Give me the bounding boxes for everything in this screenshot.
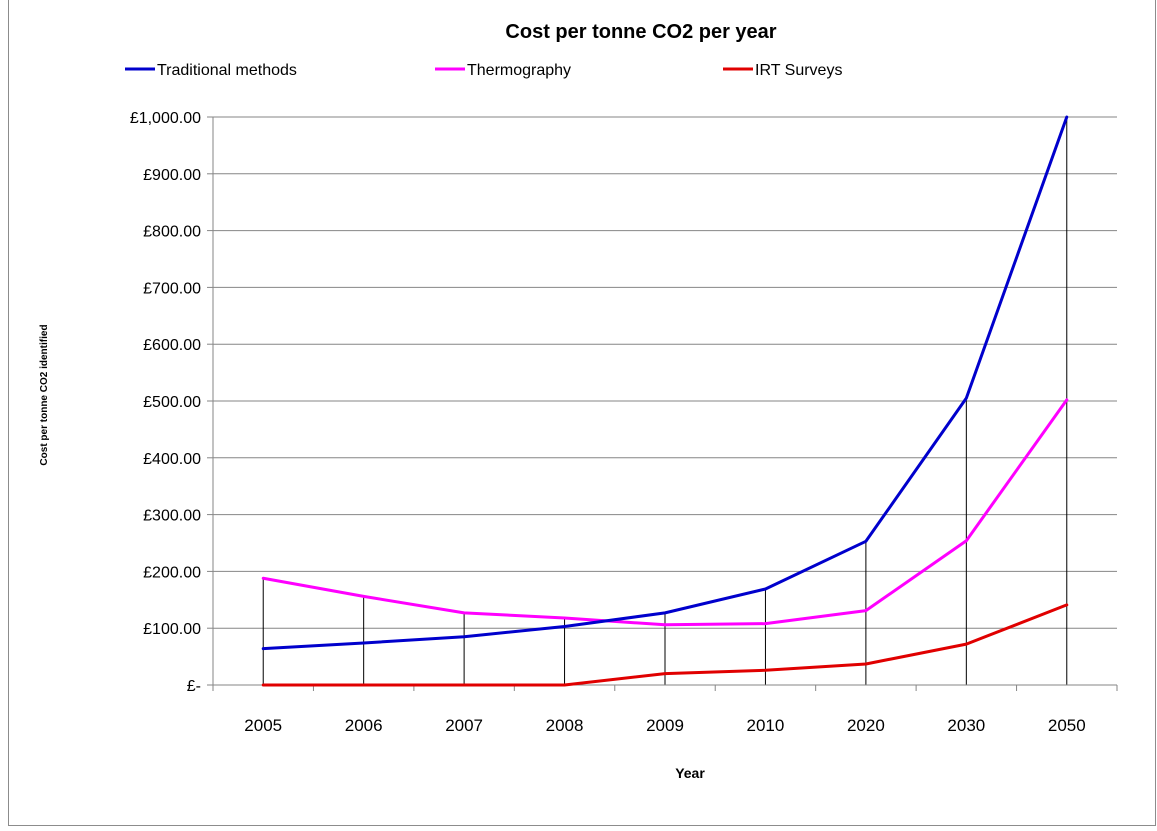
- x-tick-label: 2007: [445, 716, 483, 735]
- chart-title: Cost per tonne CO2 per year: [505, 21, 776, 43]
- y-tick-label: £100.00: [143, 621, 201, 638]
- chart-area: Cost per tonne CO2 per year Traditional …: [8, 0, 1156, 826]
- x-tick-label: 2030: [947, 716, 985, 735]
- grid-lines: [213, 116, 1117, 629]
- x-tick-label: 2020: [847, 716, 885, 735]
- legend-label: IRT Surveys: [755, 62, 842, 79]
- series-line-thermography: [261, 398, 1069, 627]
- x-tick-label: 2006: [345, 716, 383, 735]
- y-tick-label: £1,000.00: [130, 110, 201, 127]
- chart-legend: Traditional methods Thermography IRT Surve…: [125, 62, 842, 79]
- y-tick-label: £800.00: [143, 224, 201, 241]
- x-tick-label: 2005: [244, 716, 282, 735]
- y-tick-label: £300.00: [143, 508, 201, 525]
- x-tick-label: 2010: [747, 716, 785, 735]
- legend-label: Thermography: [467, 62, 571, 79]
- series-line-irt-surveys: [261, 603, 1069, 687]
- y-tick-label: £900.00: [143, 167, 201, 184]
- x-axis-ticks: 2005 2006 2007 2008 2009 2010 2020 2030 2050: [212, 685, 1118, 735]
- y-tick-label: £200.00: [143, 564, 201, 581]
- y-tick-label: £500.00: [143, 394, 201, 411]
- y-axis-label: Cost per tonne CO2 identified: [39, 324, 50, 465]
- x-tick-label: 2008: [546, 716, 584, 735]
- line-chart: Cost per tonne CO2 per year Traditional …: [39, 21, 1118, 781]
- x-tick-label: 2050: [1048, 716, 1086, 735]
- x-axis-label: Year: [675, 765, 705, 781]
- y-tick-label: £700.00: [143, 280, 201, 297]
- series-lines: [261, 115, 1069, 687]
- legend-label: Traditional methods: [157, 62, 297, 79]
- x-tick-label: 2009: [646, 716, 684, 735]
- y-tick-label: £400.00: [143, 451, 201, 468]
- series-line-traditional-methods: [261, 115, 1069, 651]
- y-tick-label: £600.00: [143, 337, 201, 354]
- y-tick-label: £-: [187, 678, 201, 695]
- y-axis-ticks: £- £100.00 £200.00 £300.00 £400.00 £500.00 £60…: [130, 110, 213, 695]
